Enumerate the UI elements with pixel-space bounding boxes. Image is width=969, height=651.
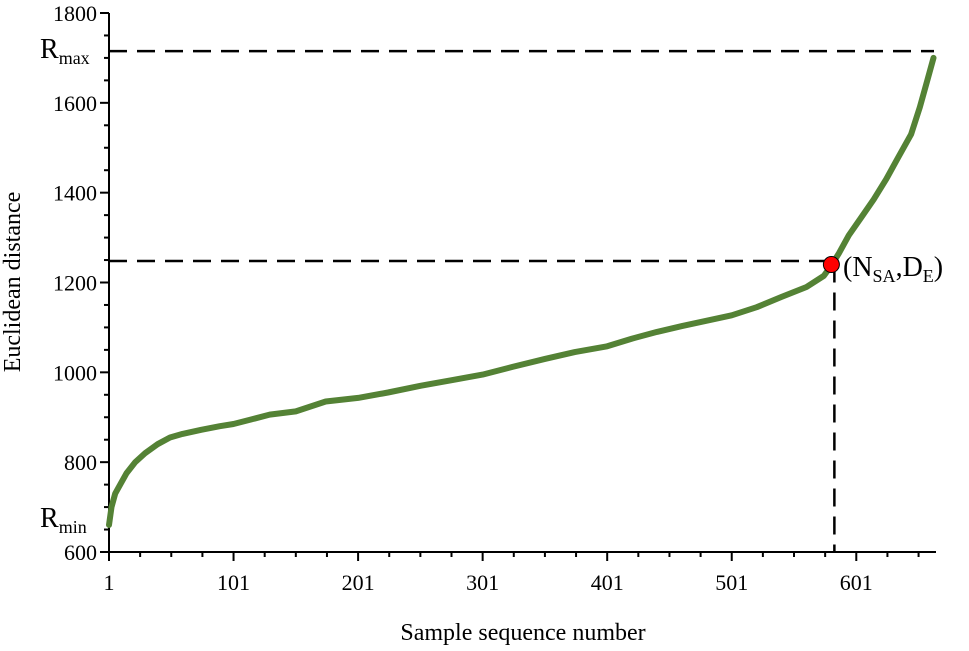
y-tick-label: 600 [64, 540, 97, 565]
x-tick-label: 1 [104, 570, 115, 595]
axes: 600 800 1000 1200 1400 1600 1800 1 101 201 301 401 5… [53, 1, 936, 595]
reference-lines [109, 49, 934, 552]
x-tick-label: 301 [466, 570, 499, 595]
x-tick-label: 101 [217, 570, 250, 595]
y-tick-label: 1600 [53, 91, 97, 116]
rmax-label: Rmax [40, 34, 90, 68]
y-tick-label: 1000 [53, 360, 97, 385]
y-tick-label: 1200 [53, 271, 97, 296]
marker-label-part-5: ) [934, 252, 943, 283]
marker-label-part-4: E [923, 266, 934, 286]
x-tick-label: 501 [715, 570, 748, 595]
rmin-label-sub: min [59, 517, 87, 537]
y-tick-label: 800 [64, 450, 97, 475]
y-axis-title: Euclidean distance [0, 192, 26, 373]
marker-label-part-2: SA [873, 266, 896, 286]
marker-label: (NSA,DE) [843, 252, 943, 286]
x-tick-label: 201 [342, 570, 375, 595]
x-axis-title: Sample sequence number [400, 620, 645, 646]
rmax-label-sub: max [59, 48, 90, 68]
marker-label-part-1: (N [843, 252, 873, 283]
y-tick-label: 1400 [53, 181, 97, 206]
marker-label-part-3: ,D [896, 252, 923, 283]
y-tick-label: 1800 [53, 1, 97, 26]
marker-point [822, 256, 840, 274]
series-line [106, 54, 937, 528]
x-tick-label: 401 [591, 570, 624, 595]
rmin-label: Rmin [40, 503, 87, 537]
rmax-label-main: R [40, 34, 59, 65]
rmin-label-main: R [40, 503, 59, 534]
x-tick-label: 601 [840, 570, 873, 595]
